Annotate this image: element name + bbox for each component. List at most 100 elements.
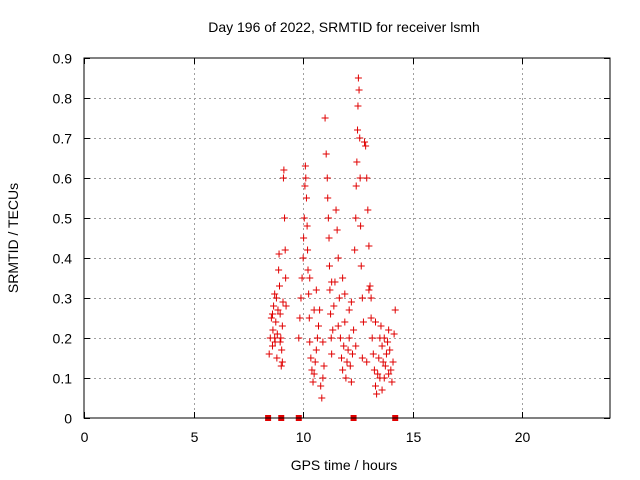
data-point <box>277 362 285 370</box>
data-point <box>300 214 308 222</box>
data-point <box>376 374 384 382</box>
data-point <box>308 366 316 374</box>
data-points <box>265 74 399 402</box>
data-point <box>373 390 381 398</box>
data-point <box>339 274 347 282</box>
data-point <box>367 314 375 322</box>
data-point <box>351 246 359 254</box>
y-tick-label: 0.9 <box>53 51 73 67</box>
data-point <box>385 326 393 334</box>
data-point <box>368 334 376 342</box>
data-point <box>374 370 382 378</box>
data-point <box>307 354 315 362</box>
y-tick-label: 0.7 <box>53 131 73 147</box>
data-point <box>268 342 276 350</box>
x-tick-label: 20 <box>515 429 531 445</box>
data-point <box>375 354 383 362</box>
data-point <box>354 102 362 110</box>
data-point <box>297 294 305 302</box>
data-point <box>329 326 337 334</box>
data-point <box>386 346 394 354</box>
data-point <box>302 174 310 182</box>
data-point <box>301 162 309 170</box>
data-point <box>344 346 352 354</box>
data-point <box>378 342 386 350</box>
data-point <box>335 294 343 302</box>
data-point <box>276 338 284 346</box>
y-tick-label: 0.6 <box>53 171 73 187</box>
data-point <box>365 242 373 250</box>
data-point <box>356 134 364 142</box>
data-point <box>328 350 336 358</box>
data-point <box>319 374 327 382</box>
data-point <box>268 310 276 318</box>
x-tick-label: 15 <box>406 429 422 445</box>
data-point <box>279 298 287 306</box>
data-point <box>277 334 285 342</box>
data-point <box>334 254 342 262</box>
data-point <box>361 138 369 146</box>
data-point <box>315 322 323 330</box>
data-point <box>390 330 398 338</box>
data-point <box>342 374 350 382</box>
data-point <box>354 74 362 82</box>
data-point <box>313 334 321 342</box>
data-point <box>352 342 360 350</box>
data-point <box>270 302 278 310</box>
data-point <box>332 206 340 214</box>
data-point <box>347 298 355 306</box>
x-tick-label: 5 <box>191 429 199 445</box>
x-tick-label: 10 <box>296 429 312 445</box>
data-point <box>338 354 346 362</box>
data-point <box>382 350 390 358</box>
y-tick-label: 0 <box>64 411 72 427</box>
data-point <box>279 174 287 182</box>
data-point <box>370 366 378 374</box>
data-point <box>327 334 335 342</box>
data-point <box>357 222 365 230</box>
data-point <box>387 366 395 374</box>
data-point <box>271 334 279 342</box>
data-point <box>346 362 354 370</box>
data-point <box>354 126 362 134</box>
data-point <box>278 322 286 330</box>
x-axis-label: GPS time / hours <box>291 457 398 473</box>
data-point <box>276 310 284 318</box>
data-point <box>325 262 333 270</box>
data-point <box>340 342 348 350</box>
data-point <box>271 290 279 298</box>
data-point <box>280 166 288 174</box>
grid <box>84 58 610 418</box>
data-point <box>391 306 399 314</box>
data-point <box>350 326 358 334</box>
data-point <box>324 194 332 202</box>
data-point <box>298 274 306 282</box>
data-point <box>309 378 317 386</box>
data-point <box>352 214 360 222</box>
data-point <box>327 310 335 318</box>
data-point <box>302 194 310 202</box>
data-point <box>272 318 280 326</box>
data-point <box>357 262 365 270</box>
data-point <box>282 302 290 310</box>
data-point <box>326 286 334 294</box>
data-point <box>381 362 389 370</box>
data-point <box>312 286 320 294</box>
data-point <box>369 350 377 358</box>
data-point <box>363 174 371 182</box>
data-point <box>324 214 332 222</box>
data-point <box>371 318 379 326</box>
y-tick-label: 0.2 <box>53 331 73 347</box>
data-point <box>334 322 342 330</box>
data-point <box>272 294 280 302</box>
data-point <box>359 318 367 326</box>
data-point <box>310 370 318 378</box>
data-point <box>296 314 304 322</box>
data-point <box>281 246 289 254</box>
data-point <box>328 278 336 286</box>
data-point <box>269 326 277 334</box>
data-point <box>305 290 313 298</box>
data-point <box>379 358 387 366</box>
data-point <box>377 322 385 330</box>
